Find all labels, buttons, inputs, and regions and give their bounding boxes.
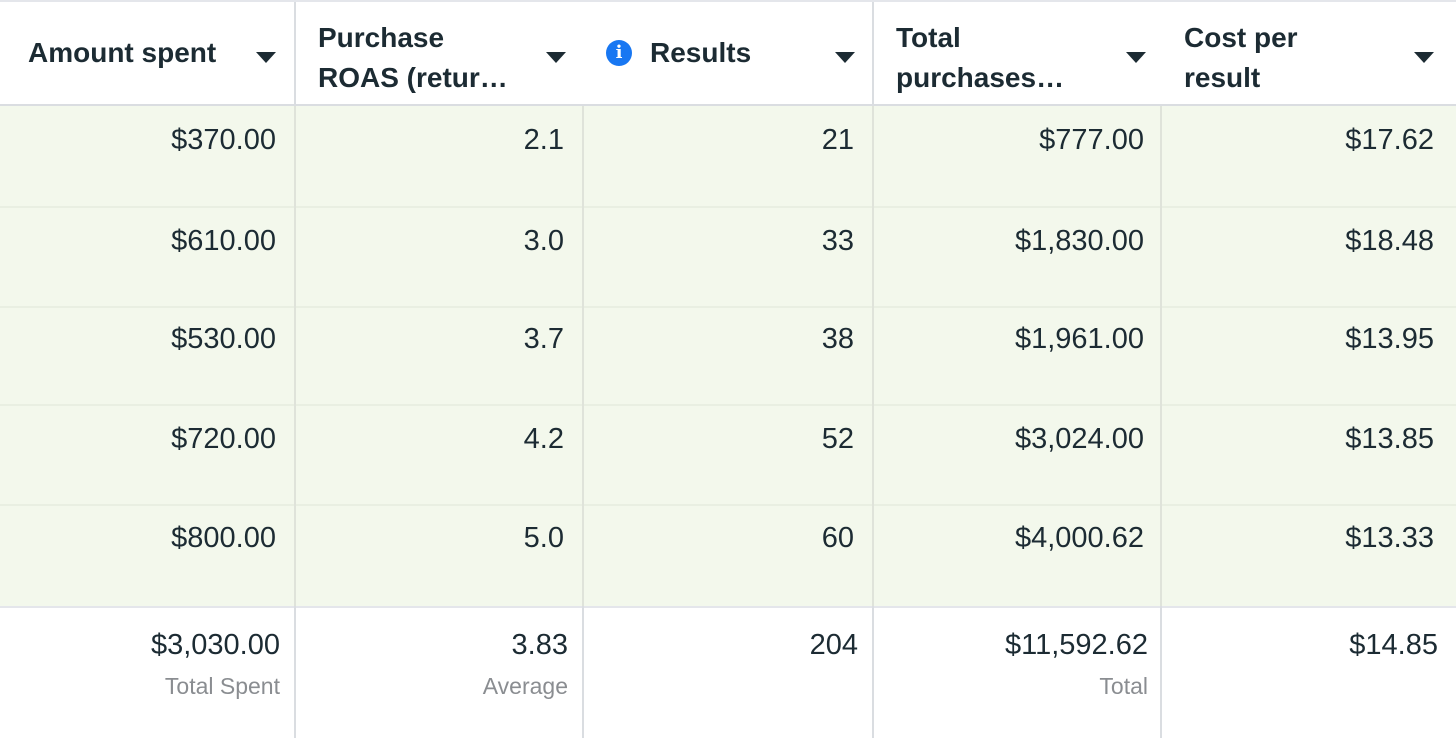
summary-row — [0, 606, 1456, 738]
roas-cell: 3.7 — [523, 323, 564, 355]
results-cell: 60 — [821, 522, 854, 554]
column-header-label: Results — [650, 37, 752, 68]
table-header: Amount spent Purchase ROAS (retur… Resul… — [0, 2, 1456, 106]
row-divider — [0, 306, 1456, 308]
column-header-label: Cost per result — [1184, 22, 1298, 93]
caret-down-icon[interactable] — [835, 52, 855, 63]
column-divider — [294, 606, 296, 738]
row-divider — [0, 206, 1456, 208]
results-cell: 33 — [821, 225, 854, 257]
column-divider — [872, 106, 874, 606]
table-body — [0, 106, 1456, 606]
caret-down-icon[interactable] — [546, 52, 566, 63]
caret-down-icon[interactable] — [1414, 52, 1434, 63]
column-divider — [582, 106, 584, 606]
summary-amount-spent-label: Total Spent — [164, 673, 280, 699]
results-cell: 52 — [821, 423, 854, 455]
total-purchases-cell: $1,961.00 — [1014, 323, 1144, 355]
results-cell: 38 — [821, 323, 854, 355]
summary-total-purchases-label: Total — [1099, 673, 1148, 699]
roas-cell: 2.1 — [523, 124, 564, 156]
column-header-amount-spent[interactable]: Amount spent — [0, 2, 294, 104]
summary-roas-label: Average — [482, 673, 568, 699]
column-header-purchase-roas[interactable]: Purchase ROAS (retur… — [294, 2, 582, 104]
roas-cell: 3.0 — [523, 225, 564, 257]
total-purchases-cell: $3,024.00 — [1014, 423, 1144, 455]
column-header-label: Purchase ROAS (retur… — [318, 22, 508, 93]
column-header-total-purchases[interactable]: Total purchases… — [872, 2, 1160, 104]
cost-per-result-cell: $18.48 — [1345, 225, 1434, 257]
column-divider — [582, 606, 584, 738]
column-header-cost-per-result[interactable]: Cost per result — [1160, 2, 1456, 104]
column-header-label: Amount spent — [28, 37, 217, 68]
cost-per-result-cell: $17.62 — [1345, 124, 1434, 156]
summary-roas-value: 3.83 — [511, 629, 568, 661]
row-divider — [0, 404, 1456, 406]
cost-per-result-cell: $13.95 — [1345, 323, 1434, 355]
total-purchases-cell: $1,830.00 — [1014, 225, 1144, 257]
amount-spent-cell: $800.00 — [171, 522, 276, 554]
results-cell: 21 — [821, 124, 854, 156]
caret-down-icon[interactable] — [1126, 52, 1146, 63]
column-header-results[interactable]: Results — [582, 2, 872, 104]
column-header-label: Total purchases… — [896, 22, 1065, 93]
column-divider — [1160, 106, 1162, 606]
caret-down-icon[interactable] — [256, 52, 276, 63]
cost-per-result-cell: $13.33 — [1345, 522, 1434, 554]
summary-amount-spent-value: $3,030.00 — [150, 629, 280, 661]
summary-cost-per-result-value: $14.85 — [1349, 629, 1438, 661]
column-divider — [294, 106, 296, 606]
amount-spent-cell: $720.00 — [171, 423, 276, 455]
roas-cell: 4.2 — [523, 423, 564, 455]
column-divider — [872, 606, 874, 738]
column-divider — [1160, 606, 1162, 738]
amount-spent-cell: $370.00 — [171, 124, 276, 156]
summary-total-purchases-value: $11,592.62 — [1005, 629, 1148, 661]
roas-cell: 5.0 — [523, 522, 564, 554]
cost-per-result-cell: $13.85 — [1345, 423, 1434, 455]
amount-spent-cell: $530.00 — [171, 323, 276, 355]
info-icon[interactable]: i — [606, 40, 632, 66]
total-purchases-cell: $777.00 — [1039, 124, 1144, 156]
summary-results-value: 204 — [809, 629, 858, 661]
row-divider — [0, 504, 1456, 506]
total-purchases-cell: $4,000.62 — [1014, 522, 1144, 554]
amount-spent-cell: $610.00 — [171, 225, 276, 257]
